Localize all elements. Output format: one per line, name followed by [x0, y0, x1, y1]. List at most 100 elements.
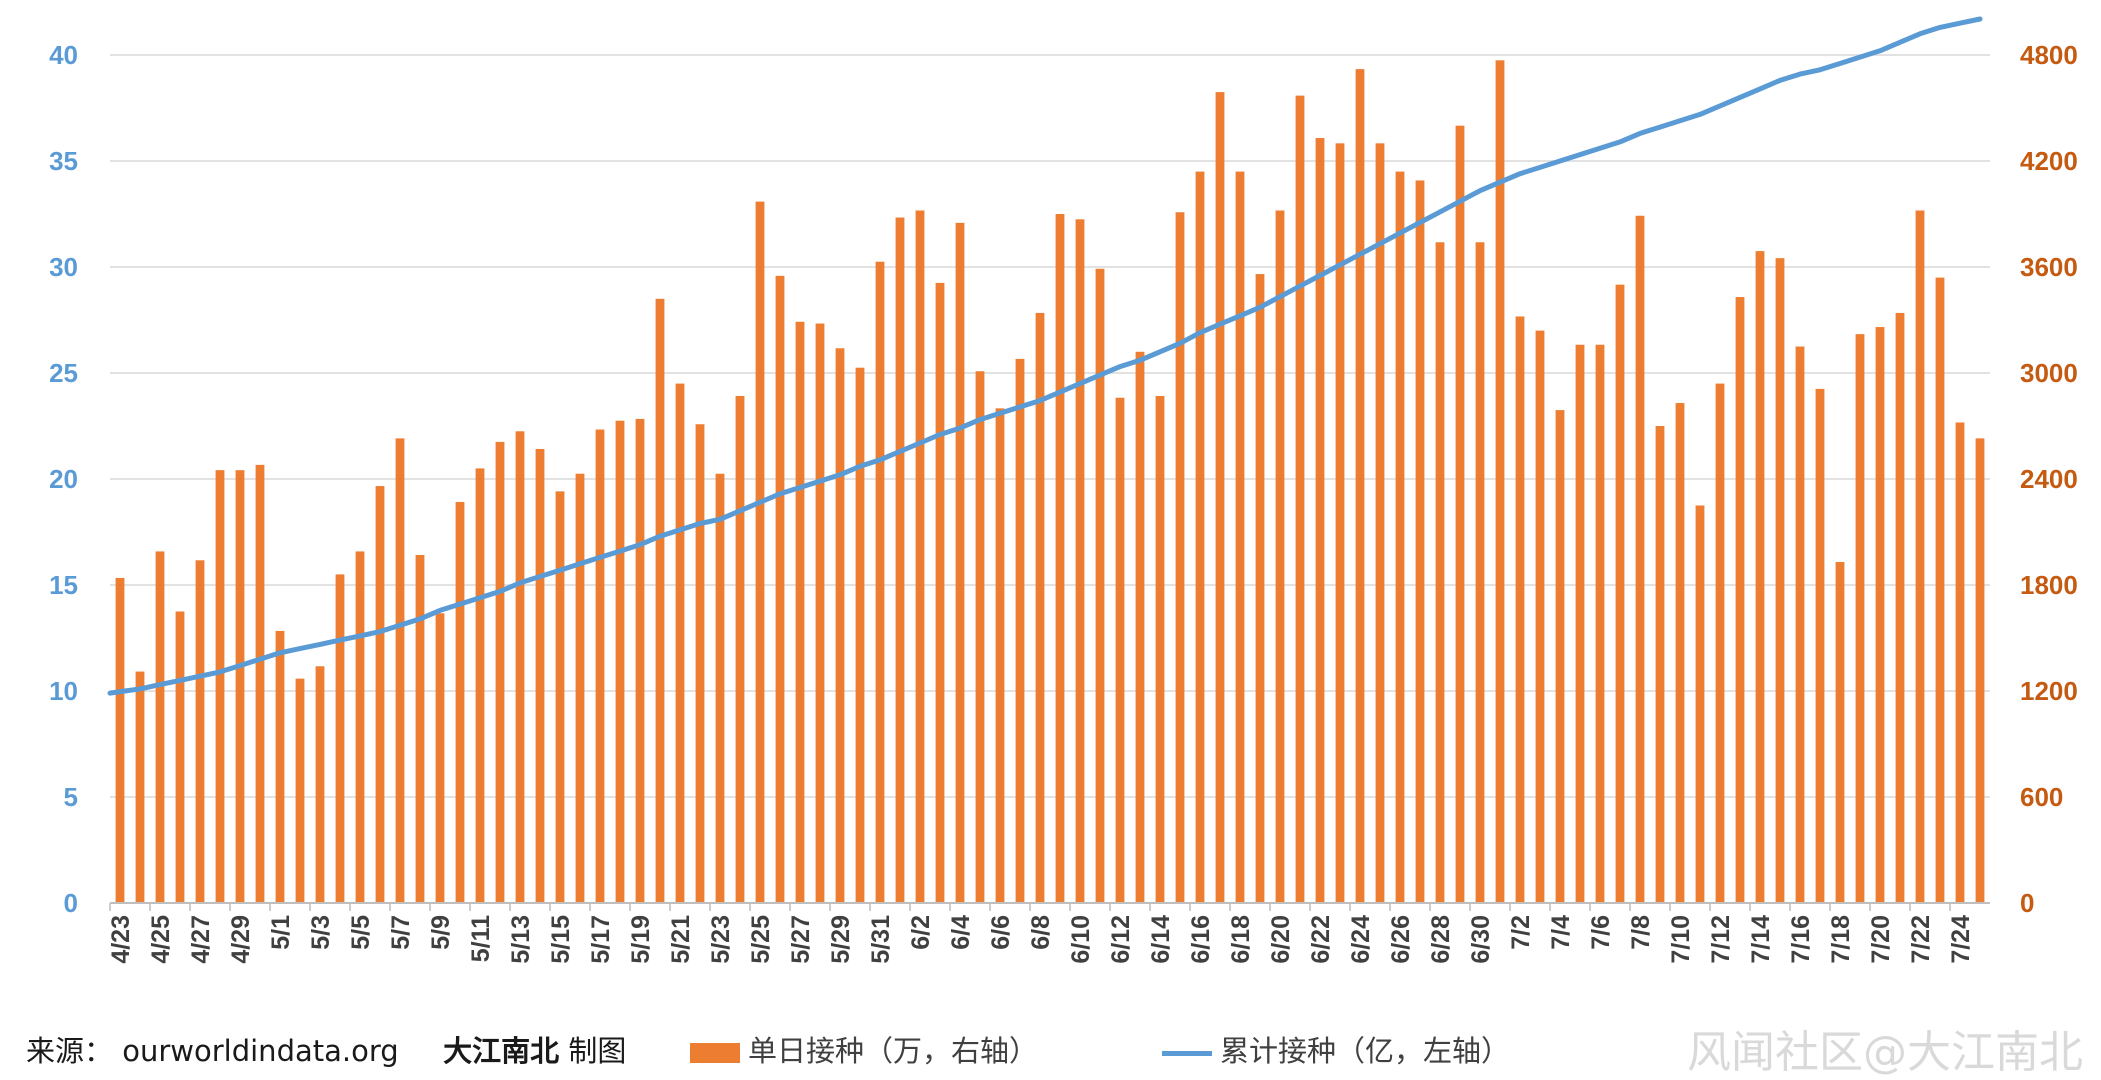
x-tick-label: 6/12 [1107, 915, 1135, 964]
x-tick-label: 5/29 [827, 915, 855, 964]
chart-footer: 来源： ourworldindata.org 大江南北 制图 单日接种（万，右轴… [0, 1016, 2101, 1078]
bar [275, 630, 285, 903]
bar [595, 429, 605, 903]
bar [755, 201, 765, 904]
left-tick-label: 20 [49, 464, 78, 494]
source-label: 来源： [26, 1034, 114, 1068]
bar [795, 321, 805, 903]
bar [1355, 69, 1365, 904]
watermark: 风闻社区@大江南北 [1687, 1027, 2083, 1078]
bar [1455, 125, 1465, 903]
right-tick-label: 3600 [2020, 252, 2078, 282]
bar [475, 468, 485, 903]
x-tick-label: 5/5 [347, 915, 375, 950]
bar [155, 551, 165, 903]
x-tick-label: 7/24 [1947, 915, 1975, 964]
cumulative-line [107, 16, 1983, 696]
left-tick-label: 35 [49, 146, 78, 176]
bar [1235, 171, 1245, 904]
bar [1615, 284, 1625, 904]
left-tick-label: 40 [49, 40, 78, 70]
x-tick-label: 6/18 [1227, 915, 1255, 964]
legend-bar-label: 单日接种（万，右轴） [748, 1034, 1039, 1068]
legend-line-series: 累计接种（亿，左轴） [1162, 1028, 1510, 1070]
bar [1915, 210, 1925, 903]
left-tick-label: 0 [64, 888, 78, 918]
bar [1475, 242, 1485, 903]
legend-bar-swatch [690, 1043, 740, 1063]
bar [175, 611, 185, 903]
bar [235, 470, 245, 903]
bar [535, 448, 545, 903]
bar [895, 217, 905, 904]
bar [1855, 334, 1865, 904]
legend-line-label: 累计接种（亿，左轴） [1220, 1034, 1511, 1068]
x-tick-label: 5/31 [867, 915, 895, 964]
x-tick-label: 6/28 [1427, 915, 1455, 964]
bar [1675, 403, 1685, 903]
x-tick-label: 6/14 [1147, 915, 1175, 964]
bar [1195, 171, 1205, 904]
bar [1135, 351, 1145, 903]
bar [715, 473, 725, 903]
x-tick-label: 7/18 [1827, 915, 1855, 964]
bar [1775, 258, 1785, 904]
vaccination-chart: 0 5 10 15 20 25 30 35 40 0 600 1200 1800 2400 3000 360… [49, 16, 2078, 964]
bar [995, 408, 1005, 903]
x-tick-label: 6/26 [1387, 915, 1415, 964]
bar [315, 666, 325, 903]
right-y-axis: 0 600 1200 1800 2400 3000 3600 4200 4800 [2020, 40, 2078, 918]
x-tick-label: 6/24 [1347, 915, 1375, 964]
bar [1795, 346, 1805, 903]
bar [1555, 410, 1565, 903]
bar [1215, 92, 1225, 904]
bar [1255, 274, 1265, 904]
bar [1055, 214, 1065, 903]
bar [1295, 95, 1305, 904]
x-tick-label: 7/4 [1547, 915, 1575, 950]
x-tick-label: 5/15 [547, 915, 575, 964]
bar [1155, 395, 1165, 903]
bar [1015, 358, 1025, 903]
x-tick-label: 7/2 [1507, 915, 1535, 950]
x-tick-label: 6/20 [1267, 915, 1295, 964]
bar [675, 383, 685, 904]
grid-lines [110, 54, 1990, 798]
author-suffix: 制图 [568, 1034, 627, 1068]
bar [1415, 180, 1425, 903]
left-tick-label: 25 [49, 358, 78, 388]
x-axis: 4/23 4/25 4/27 4/29 5/1 5/3 5/5 5/7 5/9 5/11 5/13 5… [107, 902, 1990, 964]
bar [915, 210, 925, 903]
cumulative-vaccination-line [107, 16, 1983, 696]
bar [1075, 219, 1085, 904]
x-tick-label: 6/22 [1307, 915, 1335, 964]
bar [1595, 344, 1605, 903]
x-tick-label: 6/10 [1067, 915, 1095, 964]
bar [615, 420, 625, 903]
bar [255, 464, 265, 903]
daily-vaccination-bars [115, 60, 1985, 904]
bar [1575, 344, 1585, 903]
x-tick-label: 4/23 [107, 915, 135, 964]
x-tick-label: 5/7 [387, 915, 415, 950]
x-tick-label: 5/3 [307, 915, 335, 950]
x-tick-label: 7/12 [1707, 915, 1735, 964]
bar [1115, 397, 1125, 903]
bar [1815, 388, 1825, 903]
x-tick-label: 5/25 [747, 915, 775, 964]
bar [1635, 215, 1645, 903]
bar [1435, 242, 1445, 903]
bar [855, 367, 865, 903]
x-tick-label: 6/2 [907, 915, 935, 950]
bar [1395, 171, 1405, 904]
x-tick-label: 5/1 [267, 915, 295, 950]
bar [395, 438, 405, 903]
x-tick-label: 5/27 [787, 915, 815, 964]
bar [375, 486, 385, 903]
bar [495, 441, 505, 903]
bar [515, 431, 525, 903]
legend-bar-series: 单日接种（万，右轴） [690, 1028, 1038, 1070]
bar [335, 574, 345, 903]
bar [835, 348, 845, 903]
bar [1835, 562, 1845, 903]
